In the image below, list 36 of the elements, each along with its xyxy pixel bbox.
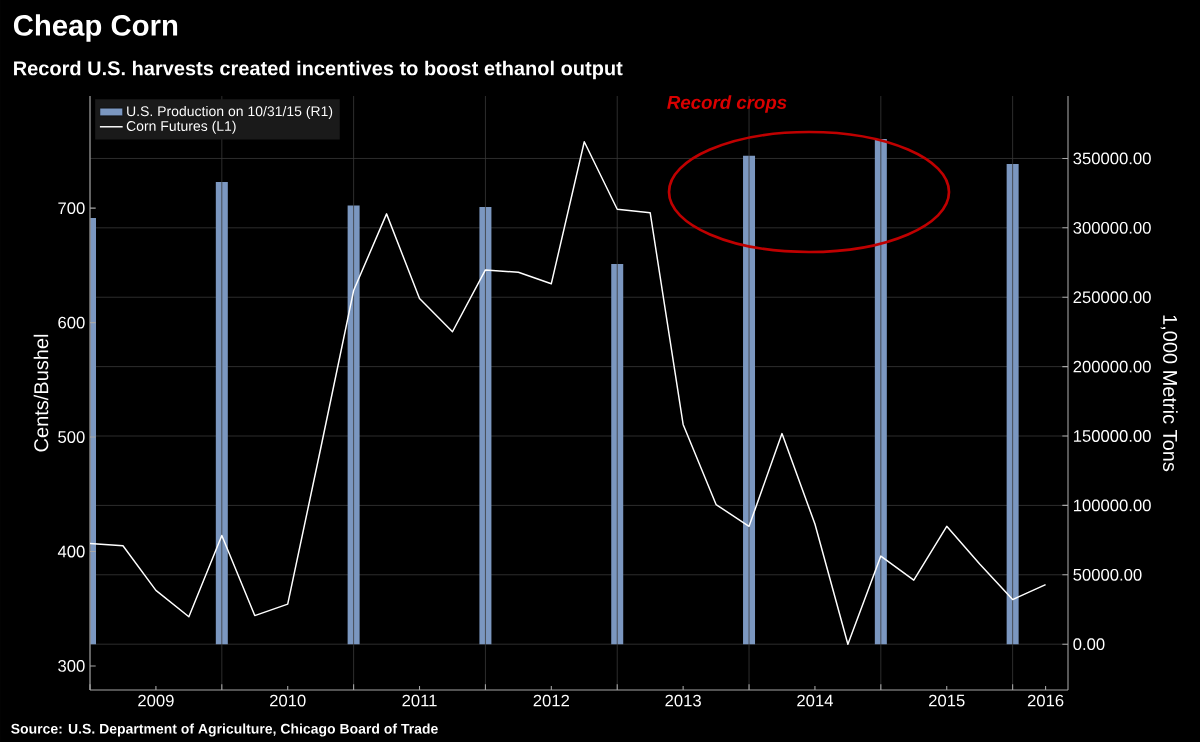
- annotation: Record crops: [667, 95, 787, 113]
- y2-tick-label: 250000.00: [1073, 291, 1151, 304]
- bar: [215, 182, 228, 645]
- y-tick-label: 700: [58, 202, 85, 215]
- y2-tick-label: 350000.00: [1073, 152, 1151, 165]
- source-note: Source: U.S. Department of Agriculture, Chicago Board of Trade: [11, 723, 438, 737]
- y-axis-title: Cents/Bushel: [33, 334, 49, 452]
- y-tick-label: 500: [58, 431, 85, 443]
- y2-axis-title: 1,000 Metric Tons: [1160, 315, 1178, 472]
- y2-tick-label: 50000.00: [1073, 568, 1142, 581]
- legend-label: U.S. Production on 10/31/15 (R1): [127, 105, 333, 119]
- x-tick-label: 2012: [533, 694, 570, 707]
- y2-tick-label: 200000.00: [1073, 360, 1151, 373]
- bar: [874, 139, 887, 645]
- x-tick-label: 2011: [402, 694, 437, 707]
- y-tick-label: 400: [57, 545, 85, 558]
- bar: [1006, 163, 1019, 645]
- chart-subtitle: Record U.S. harvests created incentives to boost ethanol output: [14, 60, 623, 80]
- bar: [347, 205, 360, 645]
- line-series: [90, 141, 1047, 645]
- bar: [611, 263, 624, 645]
- y2-tick-label: 300000.00: [1073, 221, 1151, 234]
- x-tick-label: 2016: [1027, 694, 1064, 707]
- x-tick-label: 2014: [797, 694, 833, 707]
- y-tick-label: 600: [58, 316, 85, 329]
- y-tick-label: 300: [58, 660, 85, 672]
- y2-tick-label: 150000.00: [1073, 430, 1151, 442]
- x-tick-label: 2010: [270, 694, 306, 707]
- chart-title: Cheap Corn: [13, 14, 178, 42]
- legend-label: Corn Futures (L1): [126, 120, 236, 134]
- bar: [479, 207, 492, 645]
- x-tick-label: 2009: [138, 694, 174, 707]
- y2-tick-label: 100000.00: [1073, 499, 1151, 512]
- y2-tick-label: 0.00: [1073, 638, 1105, 651]
- x-tick-label: 2013: [665, 694, 701, 707]
- x-tick-label: 2015: [929, 694, 965, 707]
